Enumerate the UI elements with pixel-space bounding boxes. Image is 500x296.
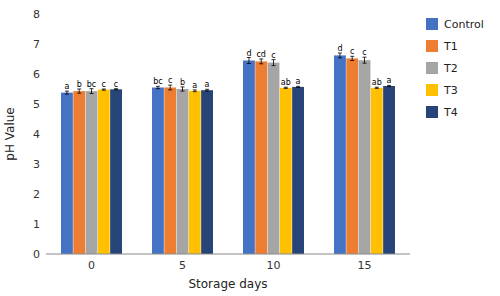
legend-swatch <box>426 18 438 30</box>
letter-label: bc <box>87 80 96 89</box>
y-tick-label: 2 <box>33 188 40 201</box>
bar <box>292 87 304 254</box>
bar <box>86 91 98 254</box>
error-bar <box>338 53 342 58</box>
error-bar <box>259 59 263 64</box>
error-bar <box>168 85 172 90</box>
bar <box>110 89 122 254</box>
letter-label: c <box>114 80 118 89</box>
letter-label: a <box>296 77 301 86</box>
bar <box>334 55 346 254</box>
y-tick-label: 0 <box>33 248 40 261</box>
letter-label: c <box>271 51 275 60</box>
bar <box>189 91 201 254</box>
error-bar <box>156 86 160 88</box>
legend-label: T2 <box>443 62 458 75</box>
letter-label: a <box>64 82 69 91</box>
y-tick-label: 4 <box>33 128 40 141</box>
letter-label: ab <box>372 78 382 87</box>
bars <box>61 53 395 254</box>
letter-label: c <box>350 47 354 56</box>
error-bar <box>272 60 276 66</box>
bar <box>383 86 395 254</box>
legend-swatch <box>426 84 438 96</box>
x-axis-label: Storage days <box>188 277 267 291</box>
letter-label: d <box>246 49 251 58</box>
letter-label: cd <box>256 50 265 59</box>
letter-label: b <box>77 80 82 89</box>
bar <box>201 90 213 254</box>
letter-label: ab <box>281 78 291 87</box>
bar <box>268 63 280 254</box>
bar <box>359 60 371 254</box>
bar <box>98 90 110 254</box>
bar <box>243 61 255 255</box>
letter-label: bc <box>153 77 162 86</box>
error-bar <box>205 89 209 91</box>
letter-label: c <box>168 76 172 85</box>
letter-label: c <box>102 80 106 89</box>
letter-label: d <box>337 44 342 53</box>
error-bar <box>181 87 185 91</box>
letter-label: b <box>180 78 185 87</box>
letter-label: a <box>387 76 392 85</box>
y-tick-label: 3 <box>33 158 40 171</box>
legend-label: T1 <box>443 40 458 53</box>
bar <box>164 88 176 255</box>
error-bar <box>114 89 118 90</box>
x-tick-label: 10 <box>267 259 281 272</box>
legend-swatch <box>426 106 438 118</box>
error-bar <box>247 58 251 64</box>
error-bar <box>375 87 379 88</box>
legend: Control T1 T2 T3 T4 <box>426 18 484 119</box>
legend-swatch <box>426 40 438 52</box>
y-tick-label: 8 <box>33 8 40 21</box>
error-bar <box>65 91 69 94</box>
error-bar <box>363 57 367 63</box>
error-bar <box>193 90 197 92</box>
y-tick-label: 1 <box>33 218 40 231</box>
baseline <box>46 254 410 255</box>
legend-label: T3 <box>443 84 458 97</box>
error-bar <box>102 89 106 90</box>
error-bar <box>284 87 288 88</box>
error-bar <box>296 86 300 87</box>
legend-label: Control <box>444 18 484 31</box>
x-tick-label: 5 <box>179 259 186 272</box>
letter-label: c <box>362 48 366 57</box>
bar <box>73 91 85 254</box>
bar <box>61 93 73 254</box>
legend-label: T4 <box>443 106 458 119</box>
y-tick-label: 6 <box>33 68 40 81</box>
x-tick-label: 0 <box>88 259 95 272</box>
bar <box>255 61 267 254</box>
error-bar <box>387 85 391 86</box>
chart: 012345678abcddbccdcbcbcccaababcaaa051015… <box>0 0 500 296</box>
bar <box>371 88 383 254</box>
y-tick-label: 5 <box>33 98 40 111</box>
bar <box>152 88 164 255</box>
error-bar <box>350 56 354 60</box>
error-bar <box>90 89 94 94</box>
y-tick-label: 7 <box>33 38 40 51</box>
bar <box>280 88 292 254</box>
letter-label: a <box>205 80 210 89</box>
legend-swatch <box>426 62 438 74</box>
letter-label: a <box>192 81 197 90</box>
bar <box>346 58 358 254</box>
y-axis-label: pH Value <box>3 107 17 160</box>
error-bar <box>77 89 81 93</box>
bar <box>177 89 189 254</box>
x-tick-label: 15 <box>358 259 372 272</box>
